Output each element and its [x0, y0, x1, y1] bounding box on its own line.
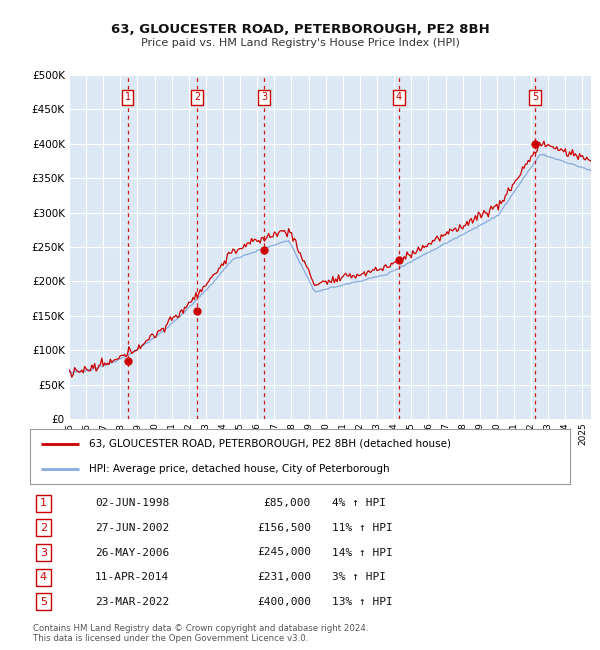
- Text: 4% ↑ HPI: 4% ↑ HPI: [332, 498, 386, 508]
- Text: £156,500: £156,500: [257, 523, 311, 533]
- Text: HPI: Average price, detached house, City of Peterborough: HPI: Average price, detached house, City…: [89, 464, 390, 474]
- Text: 3% ↑ HPI: 3% ↑ HPI: [332, 572, 386, 582]
- Text: 27-JUN-2002: 27-JUN-2002: [95, 523, 169, 533]
- Text: 5: 5: [532, 92, 538, 103]
- Text: £245,000: £245,000: [257, 547, 311, 558]
- Text: 13% ↑ HPI: 13% ↑ HPI: [332, 597, 393, 607]
- Text: £400,000: £400,000: [257, 597, 311, 607]
- Text: 63, GLOUCESTER ROAD, PETERBOROUGH, PE2 8BH: 63, GLOUCESTER ROAD, PETERBOROUGH, PE2 8…: [110, 23, 490, 36]
- Text: 2: 2: [40, 523, 47, 533]
- Text: £231,000: £231,000: [257, 572, 311, 582]
- Text: This data is licensed under the Open Government Licence v3.0.: This data is licensed under the Open Gov…: [33, 634, 308, 643]
- Text: Contains HM Land Registry data © Crown copyright and database right 2024.: Contains HM Land Registry data © Crown c…: [33, 624, 368, 633]
- Text: 14% ↑ HPI: 14% ↑ HPI: [332, 547, 393, 558]
- Text: 11-APR-2014: 11-APR-2014: [95, 572, 169, 582]
- Text: 1: 1: [124, 92, 131, 103]
- Text: 11% ↑ HPI: 11% ↑ HPI: [332, 523, 393, 533]
- Text: 4: 4: [396, 92, 402, 103]
- Text: 1: 1: [40, 498, 47, 508]
- Text: 26-MAY-2006: 26-MAY-2006: [95, 547, 169, 558]
- Text: 3: 3: [40, 547, 47, 558]
- Text: 3: 3: [261, 92, 267, 103]
- Text: Price paid vs. HM Land Registry's House Price Index (HPI): Price paid vs. HM Land Registry's House …: [140, 38, 460, 48]
- Text: 2: 2: [194, 92, 200, 103]
- Text: 02-JUN-1998: 02-JUN-1998: [95, 498, 169, 508]
- Text: 23-MAR-2022: 23-MAR-2022: [95, 597, 169, 607]
- Text: 5: 5: [40, 597, 47, 607]
- Text: 4: 4: [40, 572, 47, 582]
- Text: 63, GLOUCESTER ROAD, PETERBOROUGH, PE2 8BH (detached house): 63, GLOUCESTER ROAD, PETERBOROUGH, PE2 8…: [89, 439, 451, 449]
- Text: £85,000: £85,000: [263, 498, 311, 508]
